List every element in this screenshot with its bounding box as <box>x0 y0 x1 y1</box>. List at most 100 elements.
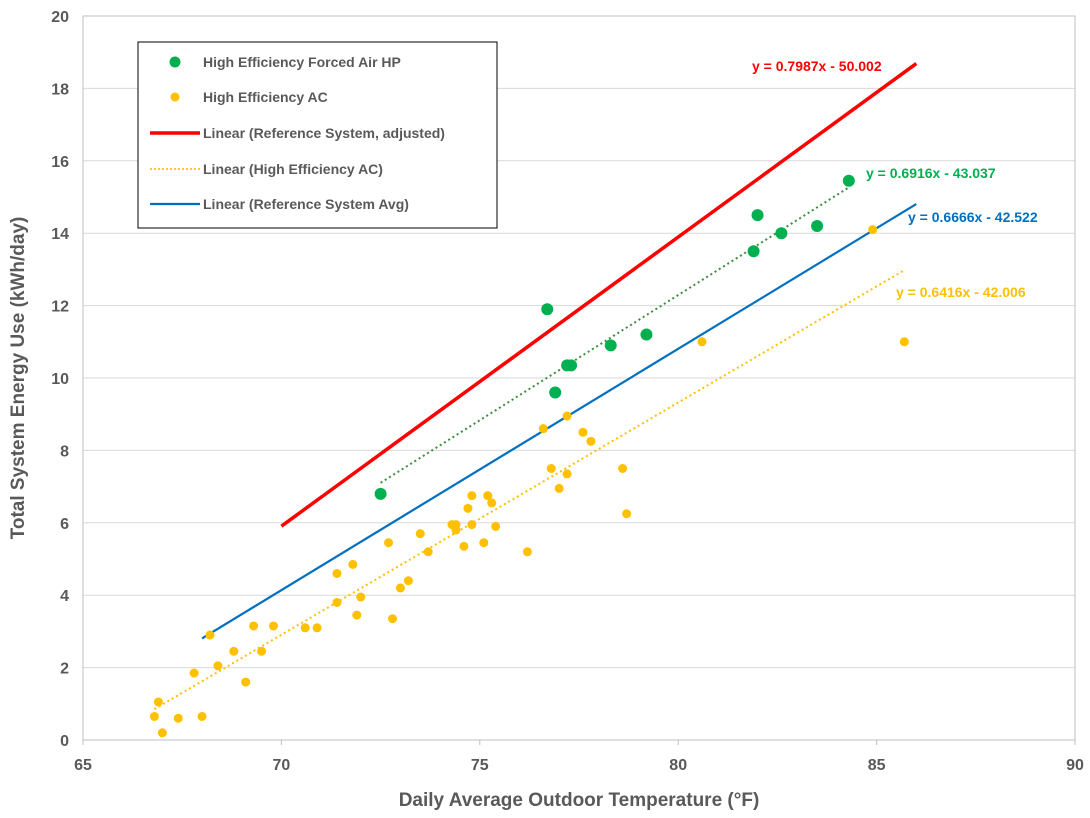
data-point <box>640 328 653 341</box>
data-point <box>549 386 562 399</box>
y-tick-label: 18 <box>51 81 69 98</box>
y-tick-label: 2 <box>60 661 69 678</box>
data-point <box>565 359 578 372</box>
data-point <box>618 464 628 473</box>
point-layer <box>149 174 909 738</box>
legend-box <box>137 41 498 229</box>
data-point <box>348 559 358 569</box>
y-tick-label: 4 <box>60 588 69 605</box>
legend-label: High Efficiency AC <box>203 89 328 105</box>
data-point <box>384 538 394 548</box>
data-point <box>546 464 556 473</box>
data-point <box>374 487 387 500</box>
data-point <box>541 303 554 316</box>
data-point <box>868 225 878 235</box>
data-point <box>522 547 532 557</box>
x-tick-label: 75 <box>471 757 489 774</box>
data-point <box>811 219 824 232</box>
data-point <box>747 245 760 258</box>
data-point <box>153 697 163 707</box>
x-tick-label: 70 <box>273 757 291 774</box>
data-point <box>415 529 425 539</box>
data-point <box>562 411 572 421</box>
data-point <box>173 713 183 723</box>
data-point <box>352 610 362 620</box>
data-point <box>487 498 497 508</box>
trendline <box>153 269 905 710</box>
x-tick-label: 90 <box>1066 757 1084 774</box>
data-point <box>562 469 572 479</box>
data-point <box>388 614 398 624</box>
legend-marker <box>169 56 181 68</box>
data-point <box>697 337 707 347</box>
data-point <box>467 491 477 501</box>
trendline-equation-label: y = 0.6416x - 42.006 <box>896 284 1026 300</box>
data-point <box>332 597 342 607</box>
y-tick-label: 12 <box>51 299 69 316</box>
data-point <box>604 339 617 352</box>
data-point <box>578 427 588 437</box>
data-point <box>538 424 548 434</box>
data-point <box>157 728 167 738</box>
data-point <box>775 227 788 240</box>
data-point <box>241 677 251 687</box>
data-point <box>554 483 564 493</box>
legend-label: Linear (Reference System, adjusted) <box>203 125 445 141</box>
trendline <box>201 203 917 640</box>
data-point <box>213 661 223 671</box>
trendline <box>380 186 850 484</box>
data-point <box>751 209 764 222</box>
x-axis-title: Daily Average Outdoor Temperature (°F) <box>399 790 760 811</box>
trendline-equation-label: y = 0.7987x - 50.002 <box>752 58 882 74</box>
data-point <box>451 525 461 535</box>
y-tick-label: 16 <box>51 154 69 171</box>
y-tick-label: 20 <box>51 9 69 26</box>
legend: High Efficiency Forced Air HP High Effici… <box>137 41 498 229</box>
y-axis-title: Total System Energy Use (kWh/day) <box>8 217 29 540</box>
legend-label: Linear (High Efficiency AC) <box>203 161 383 177</box>
data-point <box>467 520 477 530</box>
data-point <box>249 621 259 631</box>
data-point <box>403 576 413 586</box>
y-tick-label: 8 <box>60 443 69 460</box>
data-point <box>423 547 433 557</box>
trendline-equation-label: y = 0.6916x - 43.037 <box>866 165 996 181</box>
x-tick-label: 85 <box>868 757 886 774</box>
data-point <box>257 646 267 656</box>
trendline-equation-label: y = 0.6666x - 42.522 <box>908 209 1038 225</box>
data-point <box>229 646 239 656</box>
data-point <box>149 711 159 721</box>
axis-layer: 0 2 4 6 8 10 12 14 16 18 20 65 70 75 80 85 90 <box>51 9 1084 774</box>
data-point <box>622 509 632 519</box>
data-point <box>312 623 322 633</box>
data-point <box>842 174 855 187</box>
plot-area-border <box>82 15 1076 741</box>
data-point <box>395 583 405 593</box>
legend-label: Linear (Reference System Avg) <box>203 196 409 212</box>
data-point <box>586 436 596 446</box>
data-point <box>483 491 493 501</box>
trendline <box>280 62 918 528</box>
data-point <box>268 621 278 631</box>
data-point <box>463 503 473 513</box>
y-tick-label: 10 <box>51 371 69 388</box>
data-point <box>332 568 342 578</box>
y-tick-label: 14 <box>51 226 69 243</box>
data-point <box>197 711 207 721</box>
legend-marker <box>170 92 180 102</box>
y-tick-label: 0 <box>60 733 69 750</box>
data-point <box>300 623 310 633</box>
data-point <box>479 538 489 548</box>
trendline-layer <box>153 62 918 710</box>
data-point <box>899 337 909 347</box>
data-point <box>205 630 215 640</box>
data-point <box>491 521 501 531</box>
x-tick-label: 80 <box>669 757 687 774</box>
data-point <box>459 541 469 551</box>
label-layer: y = 0.7987x - 50.002 y = 0.6416x - 42.006… <box>752 58 1038 300</box>
data-point <box>189 668 199 678</box>
y-tick-label: 6 <box>60 516 69 533</box>
legend-label: High Efficiency Forced Air HP <box>203 54 401 70</box>
